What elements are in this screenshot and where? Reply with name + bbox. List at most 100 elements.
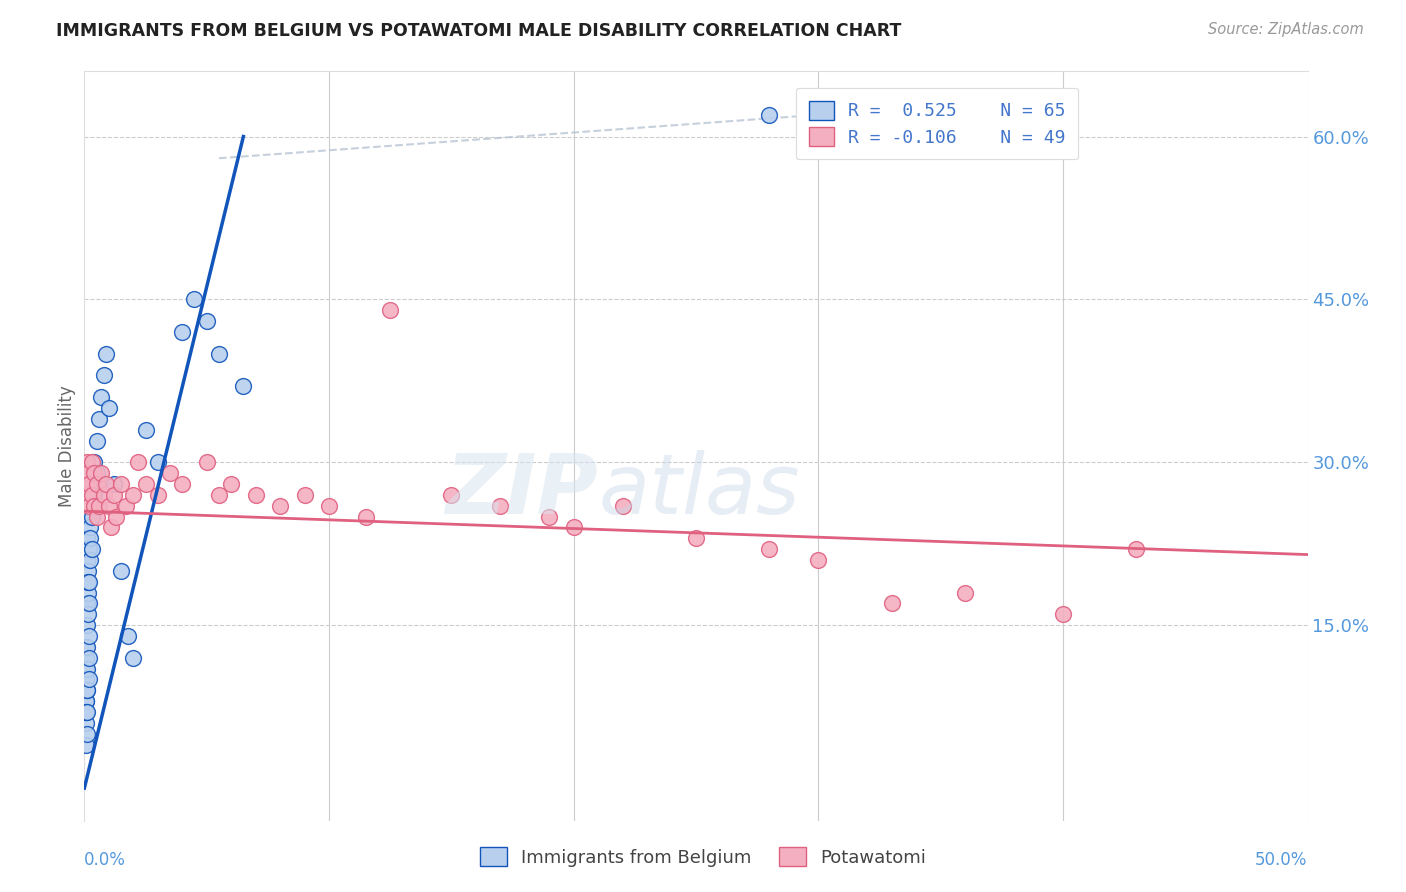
Point [96,347,118,361]
Point [86,466,108,480]
Point [86,434,108,448]
Point [103,477,125,491]
Point [953,585,976,599]
Point [75,640,97,654]
Point [80,488,103,502]
Point [76,553,98,567]
Point [79,531,101,545]
Point [75,683,97,698]
Point [83,488,105,502]
Point [172,477,194,491]
Point [77,650,100,665]
Point [103,488,125,502]
Point [87,499,110,513]
Legend: Immigrants from Belgium, Potawatomi: Immigrants from Belgium, Potawatomi [472,840,934,874]
Point [83,455,105,469]
Point [77,574,100,589]
Point [146,488,169,502]
Point [232,379,254,393]
Point [612,499,634,513]
Point [80,542,103,557]
Point [76,542,98,557]
Point [75,715,97,730]
Point [76,618,98,632]
Point [76,597,98,611]
Point [75,673,97,687]
Point [96,477,118,491]
Point [77,499,100,513]
Point [208,488,231,502]
Point [80,455,103,469]
Point [76,705,98,719]
Point [354,509,377,524]
Point [105,509,128,524]
Point [100,520,122,534]
Point [110,564,132,578]
Point [219,477,242,491]
Point [75,662,97,676]
Point [115,499,138,513]
Point [75,650,97,665]
Point [77,509,100,524]
Point [82,488,104,502]
Point [294,488,316,502]
Point [75,694,97,708]
Point [77,607,100,622]
Point [318,499,340,513]
Point [758,542,780,557]
Point [76,574,98,589]
Point [758,108,780,122]
Point [76,727,98,741]
Point [159,466,181,480]
Point [195,314,218,328]
Point [172,325,194,339]
Legend: R =  0.525    N = 65, R = -0.106    N = 49: R = 0.525 N = 65, R = -0.106 N = 49 [796,88,1078,160]
Point [83,466,105,480]
Point [76,662,98,676]
Point [76,640,98,654]
Point [86,477,108,491]
Point [685,531,707,545]
Point [76,683,98,698]
Point [75,705,97,719]
Point [77,629,100,643]
Point [80,477,103,491]
Point [83,499,105,513]
Point [195,455,218,469]
Point [245,488,267,502]
Point [79,520,101,534]
Point [380,303,402,318]
Point [76,455,98,469]
Point [77,574,100,589]
Point [135,423,157,437]
Text: Source: ZipAtlas.com: Source: ZipAtlas.com [1208,22,1364,37]
Point [75,477,97,491]
Point [75,705,97,719]
Point [77,542,100,557]
Point [122,650,145,665]
Point [76,531,98,545]
Point [127,455,149,469]
Point [135,477,157,491]
Point [489,499,512,513]
Point [269,499,291,513]
Text: 0.0%: 0.0% [84,851,127,869]
Text: IMMIGRANTS FROM BELGIUM VS POTAWATOMI MALE DISABILITY CORRELATION CHART: IMMIGRANTS FROM BELGIUM VS POTAWATOMI MA… [56,22,901,40]
Point [77,466,100,480]
Point [77,542,100,557]
Point [440,488,463,502]
Point [76,488,98,502]
Point [562,520,585,534]
Point [93,488,115,502]
Point [76,585,98,599]
Text: 50.0%: 50.0% [1256,851,1308,869]
Point [117,629,139,643]
Point [538,509,561,524]
Point [1052,607,1074,622]
Point [86,509,108,524]
Point [146,455,169,469]
Point [97,401,120,415]
Point [183,293,205,307]
Point [880,597,903,611]
Point [76,574,98,589]
